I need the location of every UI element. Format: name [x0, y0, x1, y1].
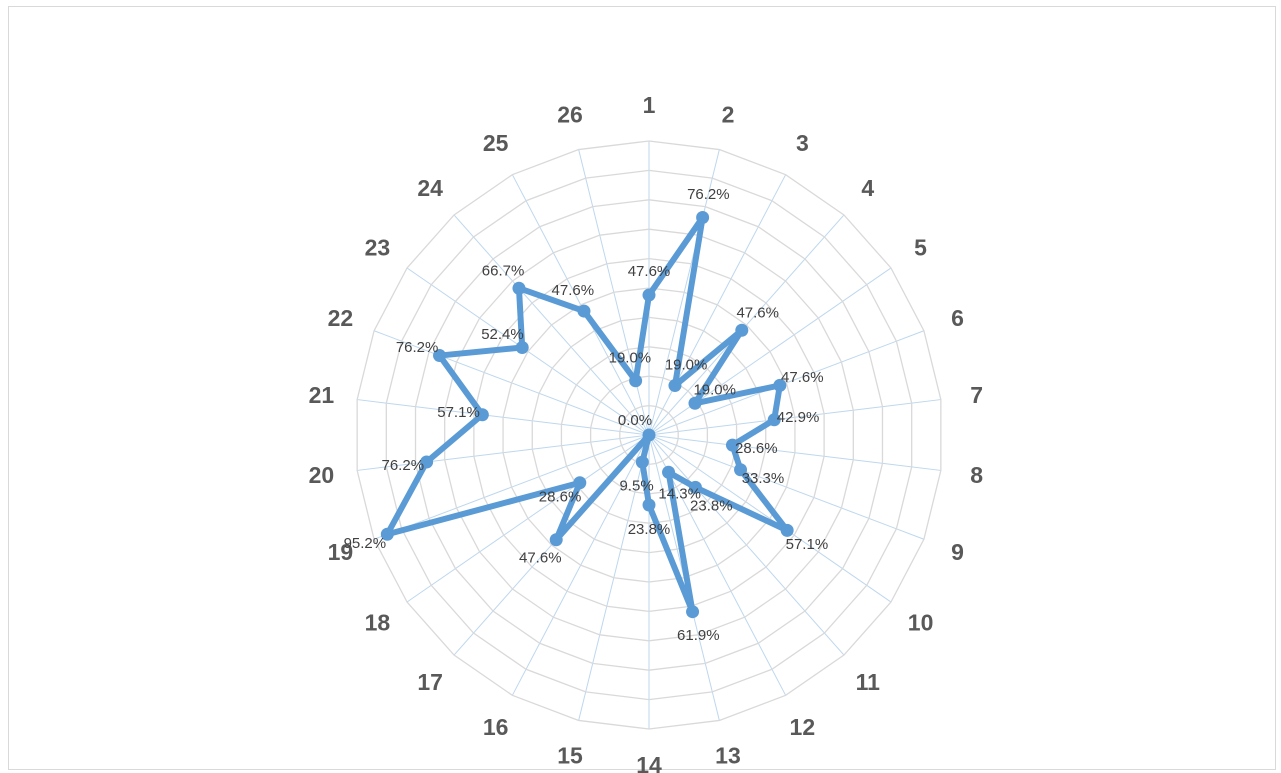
grid-ring	[385, 169, 913, 701]
category-label: 15	[557, 742, 583, 768]
data-point	[515, 340, 529, 354]
data-label: 52.4%	[481, 326, 524, 343]
data-point	[725, 438, 739, 452]
category-label: 9	[951, 539, 964, 565]
data-point	[735, 323, 749, 337]
data-label: 19.0%	[609, 349, 652, 366]
category-label: 22	[328, 305, 354, 331]
grid-ring	[444, 228, 854, 642]
data-point	[549, 533, 563, 547]
chart-frame	[8, 6, 1276, 770]
data-label: 19.0%	[665, 356, 708, 373]
data-point	[433, 349, 447, 363]
category-label: 19	[328, 539, 354, 565]
data-label: 23.8%	[628, 521, 671, 538]
data-label: 47.6%	[736, 304, 779, 321]
data-label: 57.1%	[437, 404, 480, 421]
data-label: 61.9%	[677, 627, 720, 644]
data-label: 14.3%	[658, 485, 701, 502]
grid-ring	[560, 346, 738, 524]
data-point	[668, 379, 682, 393]
category-label: 18	[365, 609, 391, 635]
grid-ring	[414, 199, 884, 671]
data-point	[577, 304, 591, 318]
data-label: 76.2%	[382, 457, 425, 474]
data-point	[512, 281, 526, 295]
category-label: 8	[970, 462, 983, 488]
data-label: 66.7%	[482, 262, 525, 279]
category-label: 5	[914, 235, 927, 261]
grid-ring	[356, 140, 942, 730]
category-label: 4	[861, 175, 874, 201]
data-label: 76.2%	[687, 186, 730, 203]
category-label: 12	[790, 714, 816, 740]
data-point	[380, 527, 394, 541]
category-label: 1	[643, 92, 656, 118]
data-point	[688, 480, 702, 494]
data-label: 47.6%	[781, 369, 824, 386]
data-label: 0.0%	[618, 412, 652, 429]
data-point	[734, 463, 748, 477]
data-label: 76.2%	[396, 339, 439, 356]
data-point	[635, 455, 649, 469]
data-label: 28.6%	[539, 488, 582, 505]
data-label: 47.6%	[519, 550, 562, 567]
data-point	[767, 413, 781, 427]
category-label: 16	[483, 714, 509, 740]
category-label: 25	[483, 130, 509, 156]
data-point	[642, 498, 656, 512]
category-label: 10	[908, 609, 934, 635]
data-point	[780, 523, 794, 537]
grid-ring	[502, 287, 796, 583]
category-label: 20	[309, 462, 335, 488]
data-label: 28.6%	[735, 440, 778, 457]
data-point	[686, 605, 700, 619]
category-label: 21	[309, 382, 335, 408]
data-point	[662, 465, 676, 479]
data-point	[420, 455, 434, 469]
data-point	[629, 374, 643, 388]
data-label: 47.6%	[552, 282, 595, 299]
category-label: 26	[557, 102, 583, 128]
category-label: 17	[417, 669, 443, 695]
data-point	[642, 428, 656, 442]
data-label: 23.8%	[690, 497, 733, 514]
grid-ring	[531, 316, 767, 554]
category-label: 2	[722, 102, 735, 128]
data-label: 33.3%	[742, 470, 785, 487]
data-point	[573, 476, 587, 490]
data-point	[642, 288, 656, 302]
data-label: 19.0%	[693, 382, 736, 399]
category-label: 7	[970, 382, 983, 408]
data-label: 57.1%	[786, 536, 829, 553]
category-label: 11	[856, 669, 881, 695]
data-label: 42.9%	[777, 409, 820, 426]
data-label: 47.6%	[628, 263, 671, 280]
category-label: 13	[715, 742, 741, 768]
data-point	[688, 396, 702, 410]
data-point	[475, 408, 489, 422]
data-point	[773, 378, 787, 392]
category-label: 3	[796, 130, 809, 156]
category-label: 14	[636, 752, 662, 773]
data-point	[696, 210, 710, 224]
category-label: 23	[365, 235, 391, 261]
data-label: 9.5%	[619, 477, 653, 494]
category-label: 24	[417, 175, 443, 201]
data-label: 95.2%	[344, 535, 387, 552]
grid-ring	[619, 404, 679, 466]
category-label: 6	[951, 305, 964, 331]
